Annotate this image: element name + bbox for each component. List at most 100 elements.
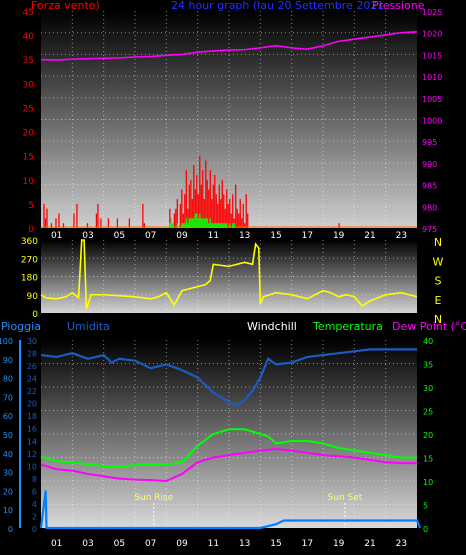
x-tick-label: 09	[176, 539, 188, 549]
pressure-label: Pressione	[372, 0, 425, 12]
x-tick-label: 21	[364, 231, 375, 241]
pressure-axis-tick: 1015	[422, 51, 442, 60]
humidity-label: Umidita	[67, 320, 110, 333]
wind-gust-bars	[169, 213, 235, 228]
x-tick-label: 23	[396, 539, 407, 549]
wind-axis-tick: 45	[23, 8, 34, 18]
temp-axis-tick: 10	[423, 478, 433, 487]
pressure-axis-tick: 1000	[422, 117, 442, 126]
x-tick-label: 03	[82, 231, 93, 241]
wind-axis-tick: 40	[23, 32, 35, 42]
rain-axis-tick: 90	[3, 356, 13, 365]
pressure-line	[40, 31, 418, 61]
humidity-axis-tick: 10	[27, 462, 37, 471]
wind-axis-tick: 0	[28, 225, 34, 235]
wind-pressure-axes: 45 40 35 30 25 20 15 10 5 0 1025 1020 1015 1010 1005 10…	[23, 8, 443, 241]
sunset-label: Sun Set	[328, 493, 363, 503]
x-tick-label: 23	[396, 231, 407, 241]
rain-label: Pioggia	[1, 320, 41, 333]
direction-axis-tick: 180	[21, 274, 38, 284]
x-tick-label: 17	[302, 231, 313, 241]
temp-humidity-grid	[41, 340, 417, 528]
temp-axis-tick: 20	[423, 431, 433, 440]
pressure-axis-tick: 990	[422, 160, 437, 169]
x-tick-label: 17	[302, 539, 313, 549]
direction-axis-tick: 360	[21, 237, 38, 247]
x-tick-label: 13	[239, 231, 250, 241]
pressure-axis-tick: 980	[422, 203, 437, 212]
dewpoint-line	[40, 448, 417, 483]
x-tick-label: 11	[208, 539, 219, 549]
sunrise-label: Sun Rise	[134, 493, 173, 503]
sun-markers: Sun Rise Sun Set	[134, 493, 363, 528]
x-tick-label: 19	[333, 231, 345, 241]
wind-axis-tick: 30	[23, 80, 35, 90]
temp-humidity-axes: 1009080706050403020100302826242220181614…	[0, 337, 433, 549]
humidity-axis-tick: 24	[27, 375, 37, 384]
direction-axis-tick: 90	[27, 292, 39, 302]
wind-axis-tick: 5	[28, 201, 34, 211]
humidity-axis-tick: 28	[27, 350, 37, 359]
humidity-line	[40, 348, 417, 408]
temperature-label: Temperatura	[312, 320, 383, 333]
pressure-axis-tick: 1010	[422, 73, 442, 82]
rain-line	[39, 490, 422, 530]
pressure-axis-tick: 1025	[422, 8, 442, 17]
temperature-line	[40, 428, 417, 468]
direction-axis-tick: 0	[32, 310, 38, 320]
humidity-axis-tick: 14	[27, 437, 37, 446]
temp-axis-tick: 0	[423, 525, 428, 534]
temp-axis-tick: 25	[423, 408, 433, 417]
humidity-axis-tick: 2	[32, 512, 37, 521]
wind-axis-tick: 20	[23, 129, 35, 139]
wind-label: Forza vento)	[31, 0, 100, 12]
compass-label: E	[435, 294, 442, 307]
temp-axis-tick: 15	[423, 455, 433, 464]
humidity-axis-tick: 0	[32, 525, 37, 534]
chart-header-label: 24 hour graph (lau 20 Settembre 2021	[171, 0, 384, 12]
temp-axis-tick: 35	[423, 361, 433, 370]
wind-axis-tick: 25	[23, 104, 34, 114]
x-tick-label: 21	[364, 539, 375, 549]
rain-axis-tick: 50	[3, 431, 13, 440]
humidity-axis-tick: 26	[27, 362, 37, 371]
humidity-axis-tick: 12	[27, 450, 37, 459]
x-tick-label: 05	[114, 231, 125, 241]
rain-axis-tick: 40	[3, 450, 13, 459]
rain-axis-tick: 80	[3, 375, 13, 384]
compass-label: W	[433, 255, 444, 268]
humidity-axis-tick: 20	[27, 400, 37, 409]
compass-label: N	[434, 236, 442, 249]
x-tick-label: 15	[270, 231, 281, 241]
rain-axis-tick: 70	[3, 393, 13, 402]
x-tick-label: 15	[270, 539, 281, 549]
compass-label: N	[434, 313, 442, 326]
rain-axis-tick: 30	[3, 469, 13, 478]
rain-axis-tick: 10	[3, 506, 13, 515]
rain-axis-tick: 100	[0, 337, 13, 346]
x-tick-label: 19	[333, 539, 345, 549]
humidity-axis-tick: 8	[32, 475, 37, 484]
temp-axis-tick: 40	[423, 337, 433, 346]
wind-direction-line	[40, 239, 418, 310]
x-tick-label: 13	[239, 539, 250, 549]
pressure-axis-tick: 1020	[422, 30, 442, 39]
compass-label: S	[435, 275, 442, 288]
temp-axis-tick: 5	[423, 502, 428, 511]
pressure-axis-tick: 995	[422, 138, 437, 147]
humidity-axis-tick: 16	[27, 425, 37, 434]
x-tick-label: 07	[145, 231, 156, 241]
x-tick-label: 01	[51, 231, 62, 241]
rain-axis-tick: 60	[3, 412, 13, 421]
direction-axis-tick: 270	[21, 255, 38, 265]
x-tick-label: 09	[176, 231, 188, 241]
humidity-axis-tick: 4	[32, 500, 37, 509]
humidity-axis-tick: 6	[32, 487, 37, 496]
rain-axis-tick: 20	[3, 487, 13, 496]
dewpoint-label: Dew Point (°C)	[392, 320, 466, 333]
x-tick-label: 11	[208, 231, 219, 241]
x-tick-label: 01	[51, 539, 62, 549]
wind-axis-tick: 10	[23, 177, 35, 187]
